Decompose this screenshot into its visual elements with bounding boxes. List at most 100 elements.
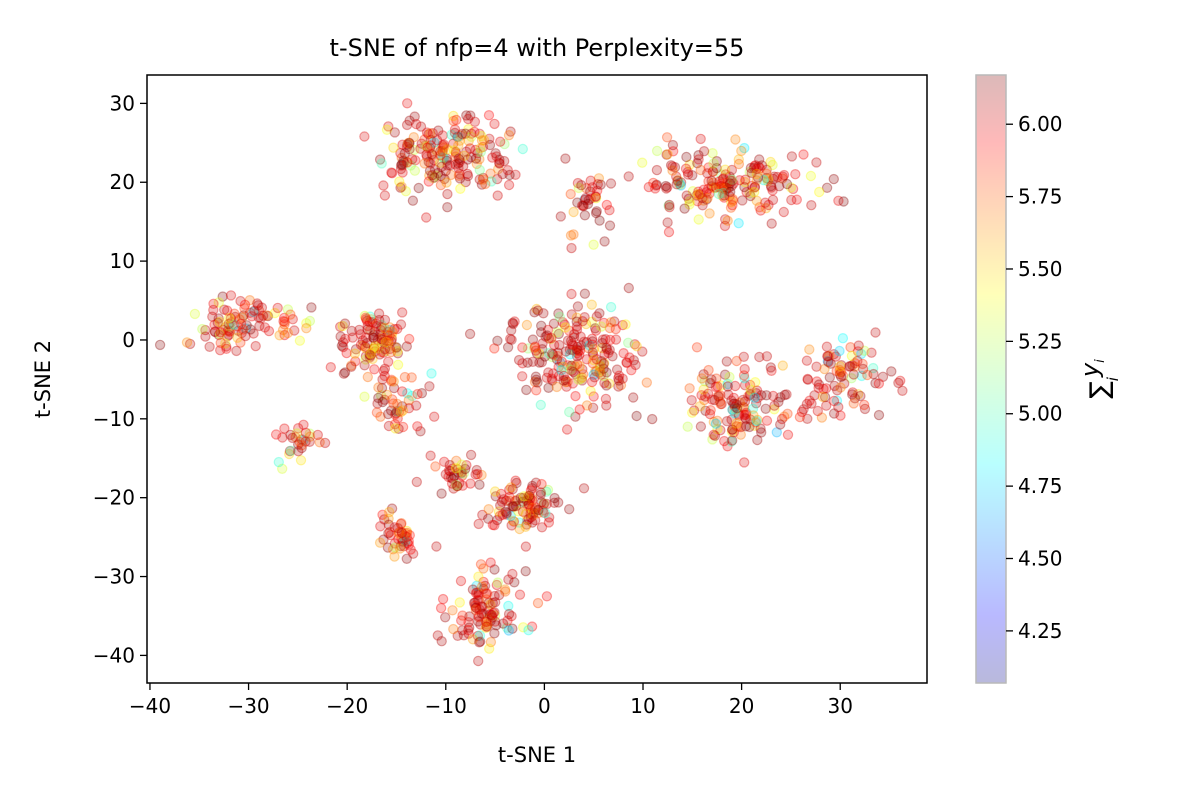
- scatter-point: [493, 163, 504, 175]
- scatter-point: [751, 398, 762, 409]
- scatter-point: [429, 172, 440, 183]
- scatter-point: [866, 347, 877, 358]
- scatter-point: [618, 348, 629, 359]
- scatter-point: [737, 195, 748, 206]
- scatter-point: [441, 155, 452, 166]
- scatter-point: [804, 395, 815, 406]
- scatter-point: [631, 341, 642, 352]
- scatter-point: [739, 181, 750, 193]
- scatter-point: [852, 355, 863, 367]
- scatter-point: [393, 528, 405, 539]
- scatter-point: [744, 166, 755, 178]
- scatter-point: [239, 299, 251, 310]
- scatter-point: [229, 308, 240, 319]
- scatter-point: [454, 597, 465, 608]
- scatter-point: [662, 182, 673, 193]
- scatter-point: [726, 426, 738, 437]
- scatter-point: [508, 516, 520, 527]
- scatter-point: [586, 376, 598, 388]
- scatter-point: [453, 140, 464, 151]
- scatter-point: [724, 371, 735, 383]
- scatter-point: [429, 411, 440, 422]
- scatter-point: [364, 324, 376, 336]
- scatter-point: [386, 503, 398, 514]
- scatter-point: [390, 409, 401, 420]
- scatter-point: [462, 154, 473, 165]
- scatter-point: [675, 180, 687, 191]
- scatter-point: [475, 142, 486, 154]
- scatter-point: [687, 170, 698, 181]
- scatter-point: [474, 128, 485, 139]
- scatter-point: [837, 370, 849, 381]
- scatter-point: [665, 160, 677, 171]
- scatter-point: [359, 131, 370, 142]
- scatter-point: [704, 208, 715, 219]
- scatter-point: [447, 463, 458, 474]
- scatter-point: [523, 513, 535, 525]
- scatter-point: [761, 164, 772, 175]
- scatter-point: [681, 190, 692, 201]
- scatter-point: [518, 622, 529, 633]
- scatter-point: [523, 625, 534, 636]
- scatter-point: [359, 310, 370, 322]
- scatter-point: [484, 609, 496, 620]
- scatter-point: [518, 491, 530, 502]
- scatter-point: [651, 164, 663, 176]
- scatter-point: [740, 412, 751, 424]
- scatter-point: [662, 149, 673, 160]
- scatter-point: [435, 170, 446, 182]
- scatter-point: [706, 394, 718, 405]
- scatter-point: [491, 579, 502, 591]
- scatter-point: [839, 378, 850, 389]
- scatter-point: [834, 369, 846, 380]
- scatter-point: [663, 226, 675, 238]
- scatter-point: [401, 531, 412, 543]
- y-tick-label: −30: [93, 565, 135, 589]
- scatter-point: [573, 345, 584, 356]
- scatter-point: [383, 528, 394, 539]
- scatter-point: [296, 442, 307, 454]
- scatter-point: [337, 337, 349, 348]
- scatter-point: [597, 334, 609, 345]
- scatter-point: [846, 373, 857, 384]
- y-tick-label: 10: [110, 249, 135, 273]
- scatter-point: [408, 131, 419, 143]
- scatter-point: [506, 520, 517, 531]
- scatter-point: [774, 180, 785, 192]
- scatter-point: [768, 173, 779, 185]
- scatter-point: [588, 343, 600, 355]
- scatter-point: [189, 308, 201, 320]
- scatter-point: [526, 621, 538, 632]
- scatter-point: [529, 342, 540, 353]
- scatter-point: [667, 161, 678, 172]
- scatter-point: [460, 128, 471, 139]
- scatter-point: [483, 605, 494, 617]
- scatter-point: [761, 168, 772, 179]
- scatter-point: [521, 319, 533, 331]
- scatter-point: [559, 319, 570, 330]
- scatter-point: [694, 401, 706, 412]
- scatter-point: [221, 343, 232, 354]
- scatter-point: [369, 343, 380, 354]
- scatter-point: [387, 544, 399, 555]
- scatter-point: [567, 344, 578, 356]
- scatter-point: [397, 421, 409, 433]
- scatter-point: [535, 487, 547, 498]
- scatter-point: [664, 199, 675, 211]
- scatter-point: [613, 370, 625, 381]
- scatter-point: [388, 398, 399, 409]
- scatter-point: [392, 346, 403, 357]
- scatter-point: [727, 424, 738, 435]
- scatter-point: [745, 388, 756, 400]
- scatter-point: [239, 303, 250, 314]
- scatter-point: [683, 193, 694, 204]
- scatter-point: [476, 135, 488, 146]
- scatter-point: [429, 137, 440, 148]
- scatter-point: [488, 607, 499, 619]
- scatter-point: [473, 612, 485, 623]
- scatter-point: [402, 537, 413, 549]
- scatter-point: [431, 134, 443, 146]
- scatter-point: [503, 608, 515, 620]
- scatter-point: [508, 318, 519, 330]
- scatter-point: [482, 619, 493, 630]
